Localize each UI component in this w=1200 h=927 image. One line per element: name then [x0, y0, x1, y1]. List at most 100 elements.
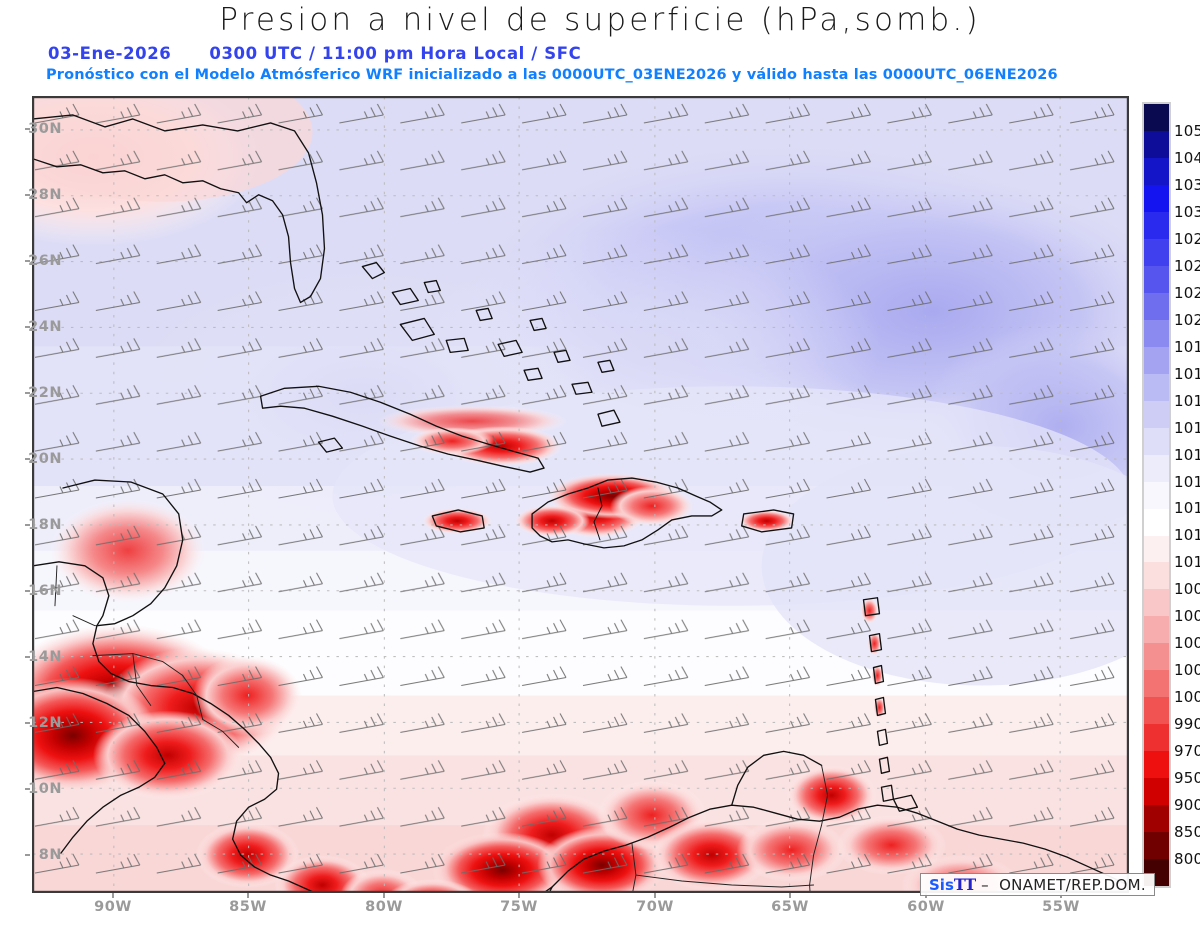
colorbar-segment — [1144, 184, 1169, 212]
colorbar-tick-1010: 1010 — [1174, 553, 1200, 572]
colorbar-segment — [1144, 319, 1169, 347]
x-tick-80W: 80W — [365, 899, 403, 915]
colorbar-tick-990: 990 — [1174, 715, 1200, 734]
colorbar-segment — [1144, 589, 1169, 617]
x-tick-60W: 60W — [907, 899, 945, 915]
y-tick-dash — [25, 128, 30, 130]
colorbar-segment — [1144, 751, 1169, 779]
logo-organization: – ONAMET/REP.DOM. — [981, 876, 1146, 894]
colorbar-tick-1006: 1006 — [1174, 607, 1200, 626]
colorbar-tick-1000: 1000 — [1174, 688, 1200, 707]
colorbar-segment — [1144, 724, 1169, 752]
attribution-logo: Sis TT – ONAMET/REP.DOM. — [920, 873, 1155, 896]
y-tick-dash — [25, 590, 30, 592]
page-title: Presion a nivel de superficie (hPa,somb.… — [219, 2, 981, 38]
subtitle-row: 03-Ene-2026 0300 UTC / 11:00 pm Hora Loca… — [48, 44, 581, 63]
y-tick-dash — [25, 458, 30, 460]
pressure-field-svg — [33, 97, 1128, 892]
colorbar-tick-970: 970 — [1174, 742, 1200, 761]
colorbar-tick-1025: 1025 — [1174, 256, 1200, 275]
colorbar-segment — [1144, 805, 1169, 833]
colorbar-segment — [1144, 211, 1169, 239]
colorbar-tick-1020: 1020 — [1174, 310, 1200, 329]
colorbar-tick-1022: 1022 — [1174, 283, 1200, 302]
colorbar-tick-1017: 1017 — [1174, 391, 1200, 410]
colorbar-tick-1013: 1013 — [1174, 499, 1200, 518]
colorbar-tick-850: 850 — [1174, 823, 1200, 842]
y-tick-dash — [25, 194, 30, 196]
colorbar-segment — [1144, 697, 1169, 725]
colorbar-tick-labels: 1050 1040 1035 1030 1028 1025 1022 1020 1019 1018… — [1174, 102, 1200, 888]
y-tick-26N: 26N — [28, 253, 62, 269]
y-tick-8N: 8N — [38, 847, 62, 863]
colorbar-segment — [1144, 778, 1169, 806]
colorbar-tick-1019: 1019 — [1174, 337, 1200, 356]
y-tick-dash — [25, 326, 30, 328]
colorbar-segment — [1144, 535, 1169, 563]
forecast-time: 0300 UTC / 11:00 pm Hora Local / SFC — [209, 44, 582, 63]
colorbar-segment — [1144, 346, 1169, 374]
y-tick-dash — [25, 854, 30, 856]
x-tick-dash — [654, 893, 656, 898]
colorbar-segment — [1144, 454, 1169, 482]
colorbar-tick-950: 950 — [1174, 769, 1200, 788]
logo-separator: – — [981, 875, 989, 894]
colorbar-segment — [1144, 562, 1169, 590]
colorbar-tick-1030: 1030 — [1174, 202, 1200, 221]
colorbar-tick-900: 900 — [1174, 796, 1200, 815]
colorbar-tick-1035: 1035 — [1174, 175, 1200, 194]
x-tick-70W: 70W — [636, 899, 674, 915]
x-tick-55W: 55W — [1042, 899, 1080, 915]
x-tick-dash — [112, 893, 114, 898]
colorbar-tick-1040: 1040 — [1174, 148, 1200, 167]
x-tick-dash — [247, 893, 249, 898]
y-tick-10N: 10N — [28, 781, 62, 797]
colorbar-tick-1050: 1050 — [1174, 121, 1200, 140]
colorbar-tick-1018: 1018 — [1174, 364, 1200, 383]
y-tick-dash — [25, 722, 30, 724]
x-tick-65W: 65W — [771, 899, 809, 915]
colorbar-segment — [1144, 481, 1169, 509]
y-tick-24N: 24N — [28, 319, 62, 335]
x-tick-dash — [518, 893, 520, 898]
y-tick-16N: 16N — [28, 583, 62, 599]
y-tick-dash — [25, 392, 30, 394]
y-tick-30N: 30N — [28, 121, 62, 137]
x-tick-dash — [383, 893, 385, 898]
colorbar-tick-1002: 1002 — [1174, 661, 1200, 680]
logo-org-text: ONAMET/REP.DOM. — [999, 875, 1146, 894]
x-tick-75W: 75W — [500, 899, 538, 915]
colorbar-segment — [1144, 670, 1169, 698]
logo-brand-sis: Sis — [929, 875, 954, 894]
colorbar-segment — [1144, 427, 1169, 455]
y-tick-12N: 12N — [28, 715, 62, 731]
colorbar-tick-1015: 1015 — [1174, 445, 1200, 464]
colorbar-segment — [1144, 238, 1169, 266]
map-canvas — [33, 97, 1128, 892]
colorbar-segment — [1144, 643, 1169, 671]
logo-brand-tt: TT — [953, 875, 976, 894]
colorbar-segment — [1144, 616, 1169, 644]
y-tick-dash — [25, 656, 30, 658]
y-tick-dash — [25, 260, 30, 262]
colorbar-tick-800: 800 — [1174, 850, 1200, 869]
x-tick-85W: 85W — [229, 899, 267, 915]
colorbar-segment — [1144, 130, 1169, 158]
map-plot-area[interactable] — [32, 96, 1129, 893]
x-tick-dash — [789, 893, 791, 898]
y-tick-dash — [25, 524, 30, 526]
pressure-colorbar[interactable]: 1050 1040 1035 1030 1028 1025 1022 1020 1019 1018… — [1140, 96, 1200, 893]
colorbar-segment — [1144, 104, 1169, 131]
colorbar-tick-1012: 1012 — [1174, 526, 1200, 545]
colorbar-segment — [1144, 508, 1169, 536]
colorbar-tick-1014: 1014 — [1174, 472, 1200, 491]
y-tick-28N: 28N — [28, 187, 62, 203]
colorbar-segment — [1144, 292, 1169, 320]
colorbar-tick-1008: 1008 — [1174, 580, 1200, 599]
y-tick-18N: 18N — [28, 517, 62, 533]
y-tick-22N: 22N — [28, 385, 62, 401]
y-tick-20N: 20N — [28, 451, 62, 467]
x-tick-90W: 90W — [94, 899, 132, 915]
colorbar-gradient — [1142, 102, 1171, 888]
colorbar-segment — [1144, 400, 1169, 428]
